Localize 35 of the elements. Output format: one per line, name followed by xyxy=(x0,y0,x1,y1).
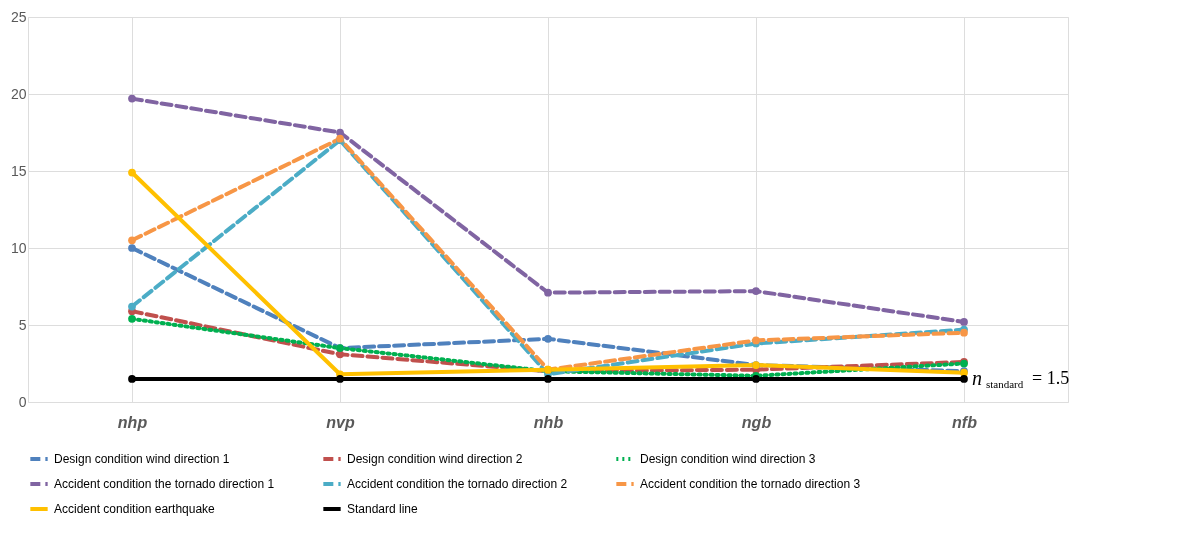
y-tick-label: 20 xyxy=(10,85,27,102)
y-tick-label: 25 xyxy=(10,8,27,25)
point xyxy=(128,375,136,383)
x-tick-label: ngb xyxy=(741,413,772,431)
point xyxy=(128,168,136,177)
legend-label: Accident condition the tornado direction 2 xyxy=(347,477,568,491)
point xyxy=(128,314,136,323)
y-tick-label: 5 xyxy=(18,316,27,333)
point xyxy=(960,318,968,326)
point xyxy=(128,302,136,311)
point xyxy=(128,236,136,245)
y-tick-label: 15 xyxy=(10,162,27,179)
x-tick-label: nhb xyxy=(533,413,564,431)
legend-label: Design condition wind direction 3 xyxy=(640,452,816,466)
point xyxy=(752,287,760,295)
point xyxy=(752,375,760,383)
point xyxy=(544,288,552,297)
y-tick-label: 10 xyxy=(10,239,27,256)
point xyxy=(128,94,136,103)
x-tick-label: nvp xyxy=(326,413,355,431)
point xyxy=(336,128,344,137)
point xyxy=(544,375,552,383)
point xyxy=(128,244,136,252)
y-tick-label: 0 xyxy=(18,393,27,410)
x-tick-label: nfb xyxy=(952,413,978,431)
legend-label: Standard line xyxy=(347,502,419,516)
legend-label: Accident condition earthquake xyxy=(54,502,216,516)
point xyxy=(544,334,552,343)
legend-label: Design condition wind direction 1 xyxy=(54,452,230,466)
legend-label: Design condition wind direction 2 xyxy=(347,452,523,466)
point xyxy=(336,375,344,383)
x-tick-label: nhp xyxy=(117,413,148,431)
point xyxy=(960,375,968,383)
legend-label: Accident condition the tornado direction 1 xyxy=(54,477,275,491)
legend-label: Accident condition the tornado direction 3 xyxy=(640,477,861,491)
